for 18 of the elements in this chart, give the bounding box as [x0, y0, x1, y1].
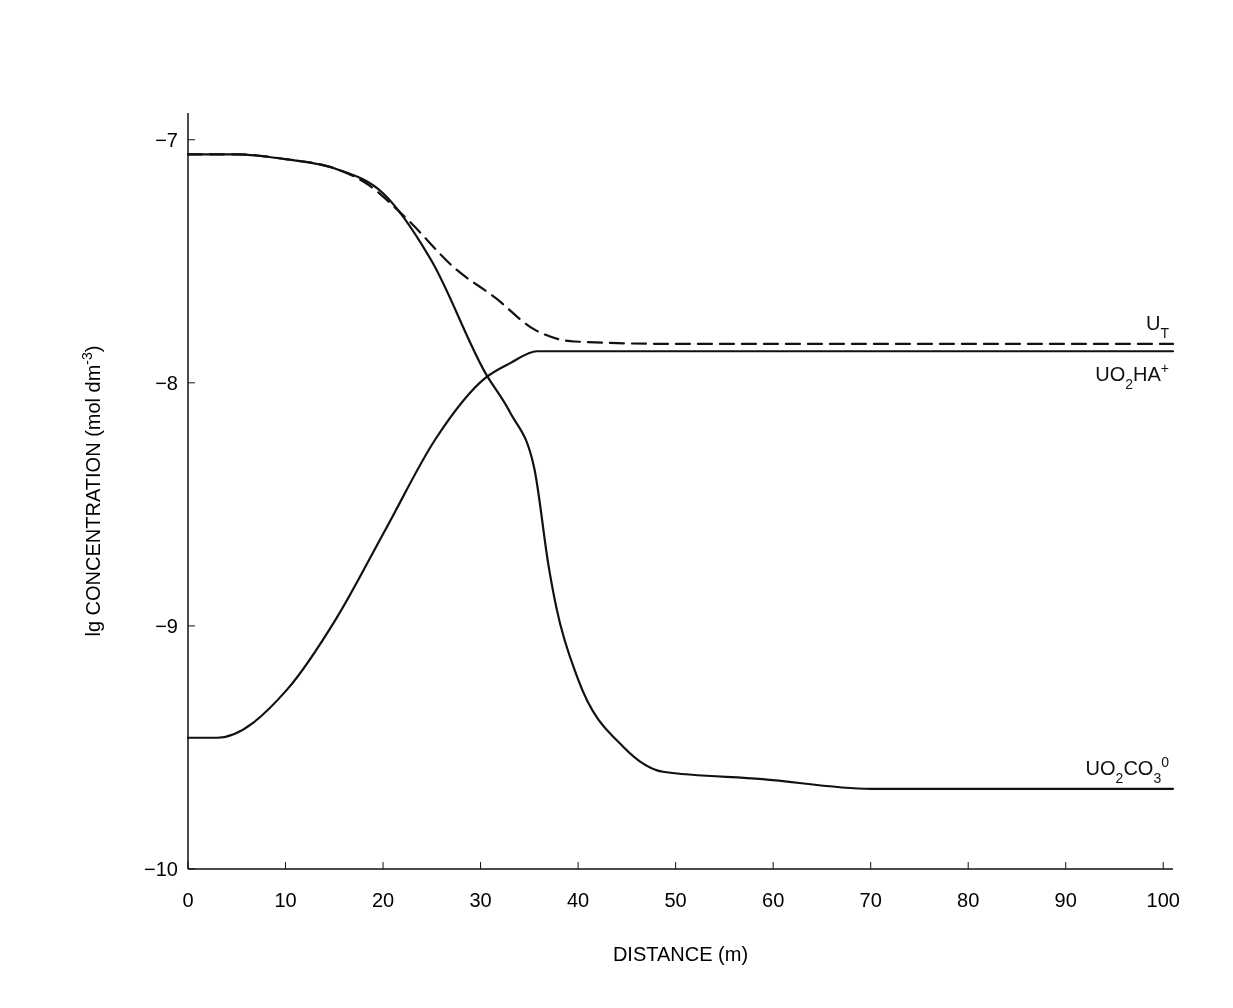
x-tick-label: 40	[566, 889, 590, 911]
y-tick-label: −8	[155, 371, 178, 394]
y-tick-label: −7	[155, 128, 178, 151]
y-tick-label: −9	[155, 614, 178, 637]
y-tick-label: −10	[144, 858, 178, 880]
x-tick-label: 70	[859, 889, 882, 911]
x-tick-label: 100	[1146, 889, 1180, 911]
x-tick-label: 80	[957, 889, 980, 911]
x-tick-label: 90	[1054, 889, 1077, 911]
x-tick-label: 30	[469, 889, 492, 911]
x-axis-title: DISTANCE (m)	[612, 943, 749, 965]
series-label: UO$_{2}$HA$^{+}$	[1095, 360, 1169, 393]
series-label: U$_{T}$	[1145, 311, 1170, 341]
x-tick-label: 50	[664, 889, 687, 911]
x-tick-label: 0	[182, 889, 194, 911]
x-tick-label: 60	[762, 889, 785, 911]
x-tick-label: 20	[371, 889, 395, 911]
x-tick-label: 10	[274, 889, 297, 911]
